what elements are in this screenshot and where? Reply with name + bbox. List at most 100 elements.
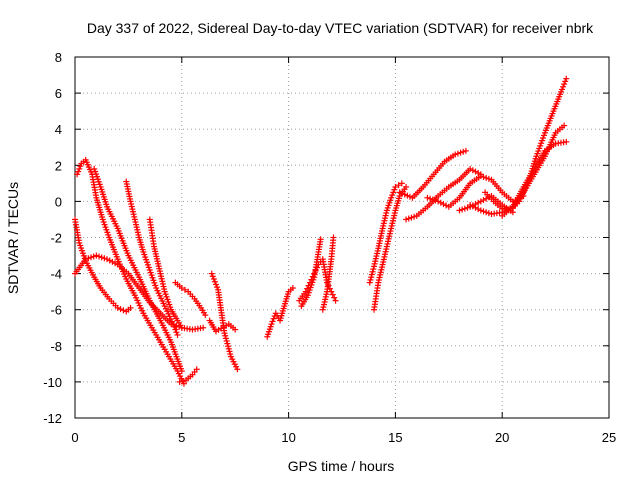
data-point-interp xyxy=(475,199,482,206)
data-point-interp xyxy=(170,322,177,329)
data-point-interp xyxy=(464,204,471,211)
x-axis-label: GPS time / hours xyxy=(288,458,395,474)
data-point xyxy=(317,236,324,243)
data-point-interp xyxy=(182,286,189,293)
data-point-interp xyxy=(480,174,487,181)
data-point xyxy=(452,151,459,158)
data-point-interp xyxy=(76,165,83,172)
y-tick-label: 8 xyxy=(55,50,62,65)
data-point-interp xyxy=(85,255,92,262)
data-point-interp xyxy=(214,284,221,291)
y-tick-label: -4 xyxy=(50,267,62,282)
y-tick-label: -10 xyxy=(43,375,62,390)
data-point-interp xyxy=(480,197,487,204)
data-point-interp xyxy=(96,253,103,260)
data-point-interp xyxy=(427,195,434,202)
data-point-interp xyxy=(120,307,127,314)
data-point xyxy=(398,180,405,187)
data-point-interp xyxy=(560,83,567,90)
data-point xyxy=(332,297,339,304)
x-tick-label: 10 xyxy=(281,430,295,445)
data-point-interp xyxy=(437,199,444,206)
data-point-interp xyxy=(172,326,179,333)
data-point-interp xyxy=(222,332,229,339)
y-tick-label: 2 xyxy=(55,158,62,173)
data-point xyxy=(174,331,181,338)
data-point xyxy=(104,256,111,263)
data-point-interp xyxy=(483,209,490,216)
data-point-interp xyxy=(98,254,105,261)
data-point-interp xyxy=(75,168,82,175)
data-point-interp xyxy=(368,271,375,278)
data-point xyxy=(221,330,228,337)
chart-grid xyxy=(75,57,609,418)
data-point-interp xyxy=(227,351,234,358)
data-point-interp xyxy=(432,197,439,204)
data-point-interp xyxy=(472,168,479,175)
data-point xyxy=(178,324,185,331)
data-point-interp xyxy=(540,132,547,139)
data-point xyxy=(208,270,215,277)
data-point-interp xyxy=(222,335,229,342)
data-point xyxy=(561,122,568,129)
data-point-interp xyxy=(475,206,482,213)
data-point xyxy=(467,203,474,210)
data-point xyxy=(435,198,442,205)
data-point-interp xyxy=(224,340,231,347)
data-point-interp xyxy=(101,255,108,262)
data-point xyxy=(93,252,100,259)
data-point-interp xyxy=(472,201,479,208)
data-point xyxy=(302,288,309,295)
data-point xyxy=(563,138,570,145)
data-point xyxy=(424,194,431,201)
data-point-interp xyxy=(370,266,377,273)
data-point-interp xyxy=(485,210,492,217)
data-point-interp xyxy=(440,201,447,208)
y-tick-label: -6 xyxy=(50,303,62,318)
data-point-interp xyxy=(537,142,544,149)
data-point-interp xyxy=(209,273,216,280)
data-point xyxy=(392,183,399,190)
data-point xyxy=(74,171,81,178)
data-point xyxy=(477,198,484,205)
data-point-interp xyxy=(534,150,541,157)
data-point-interp xyxy=(212,281,219,288)
data-point-interp xyxy=(88,254,95,261)
data-point-interp xyxy=(460,148,467,155)
axis-ticks: 0 5 10 15 20 25 -12 -10 -8 -6 -4 -2 0 2 4 6 8 xyxy=(43,50,616,445)
data-point-interp xyxy=(270,315,277,322)
data-point-interp xyxy=(469,167,476,174)
data-point-interp xyxy=(408,214,415,221)
data-point-interp xyxy=(211,278,218,285)
x-tick-label: 15 xyxy=(388,430,402,445)
data-point-interp xyxy=(562,78,569,85)
data-point-interp xyxy=(459,206,466,213)
data-point-interp xyxy=(469,202,476,209)
data-point xyxy=(330,234,337,241)
data-point xyxy=(403,216,410,223)
data-markers xyxy=(72,75,570,387)
data-point-interp xyxy=(117,306,124,313)
data-point xyxy=(509,209,516,216)
x-tick-label: 25 xyxy=(602,430,616,445)
data-point xyxy=(477,207,484,214)
data-point-interp xyxy=(390,189,397,196)
y-axis-label: SDTVAR / TECUs xyxy=(5,182,21,294)
data-point xyxy=(114,304,121,311)
data-point-interp xyxy=(461,205,468,212)
data-point-interp xyxy=(367,276,374,283)
data-point-interp xyxy=(485,175,492,182)
data-point-interp xyxy=(538,140,545,147)
data-point-interp xyxy=(405,215,412,222)
data-point xyxy=(388,194,395,201)
data-point xyxy=(193,366,200,373)
data-point-interp xyxy=(480,208,487,215)
y-tick-label: -2 xyxy=(50,231,62,246)
data-point xyxy=(467,165,474,172)
data-point xyxy=(289,285,296,292)
data-point-interp xyxy=(331,294,338,301)
data-point xyxy=(533,153,540,160)
data-point xyxy=(477,173,484,180)
data-point-interp xyxy=(391,186,398,193)
x-tick-label: 0 xyxy=(71,430,78,445)
